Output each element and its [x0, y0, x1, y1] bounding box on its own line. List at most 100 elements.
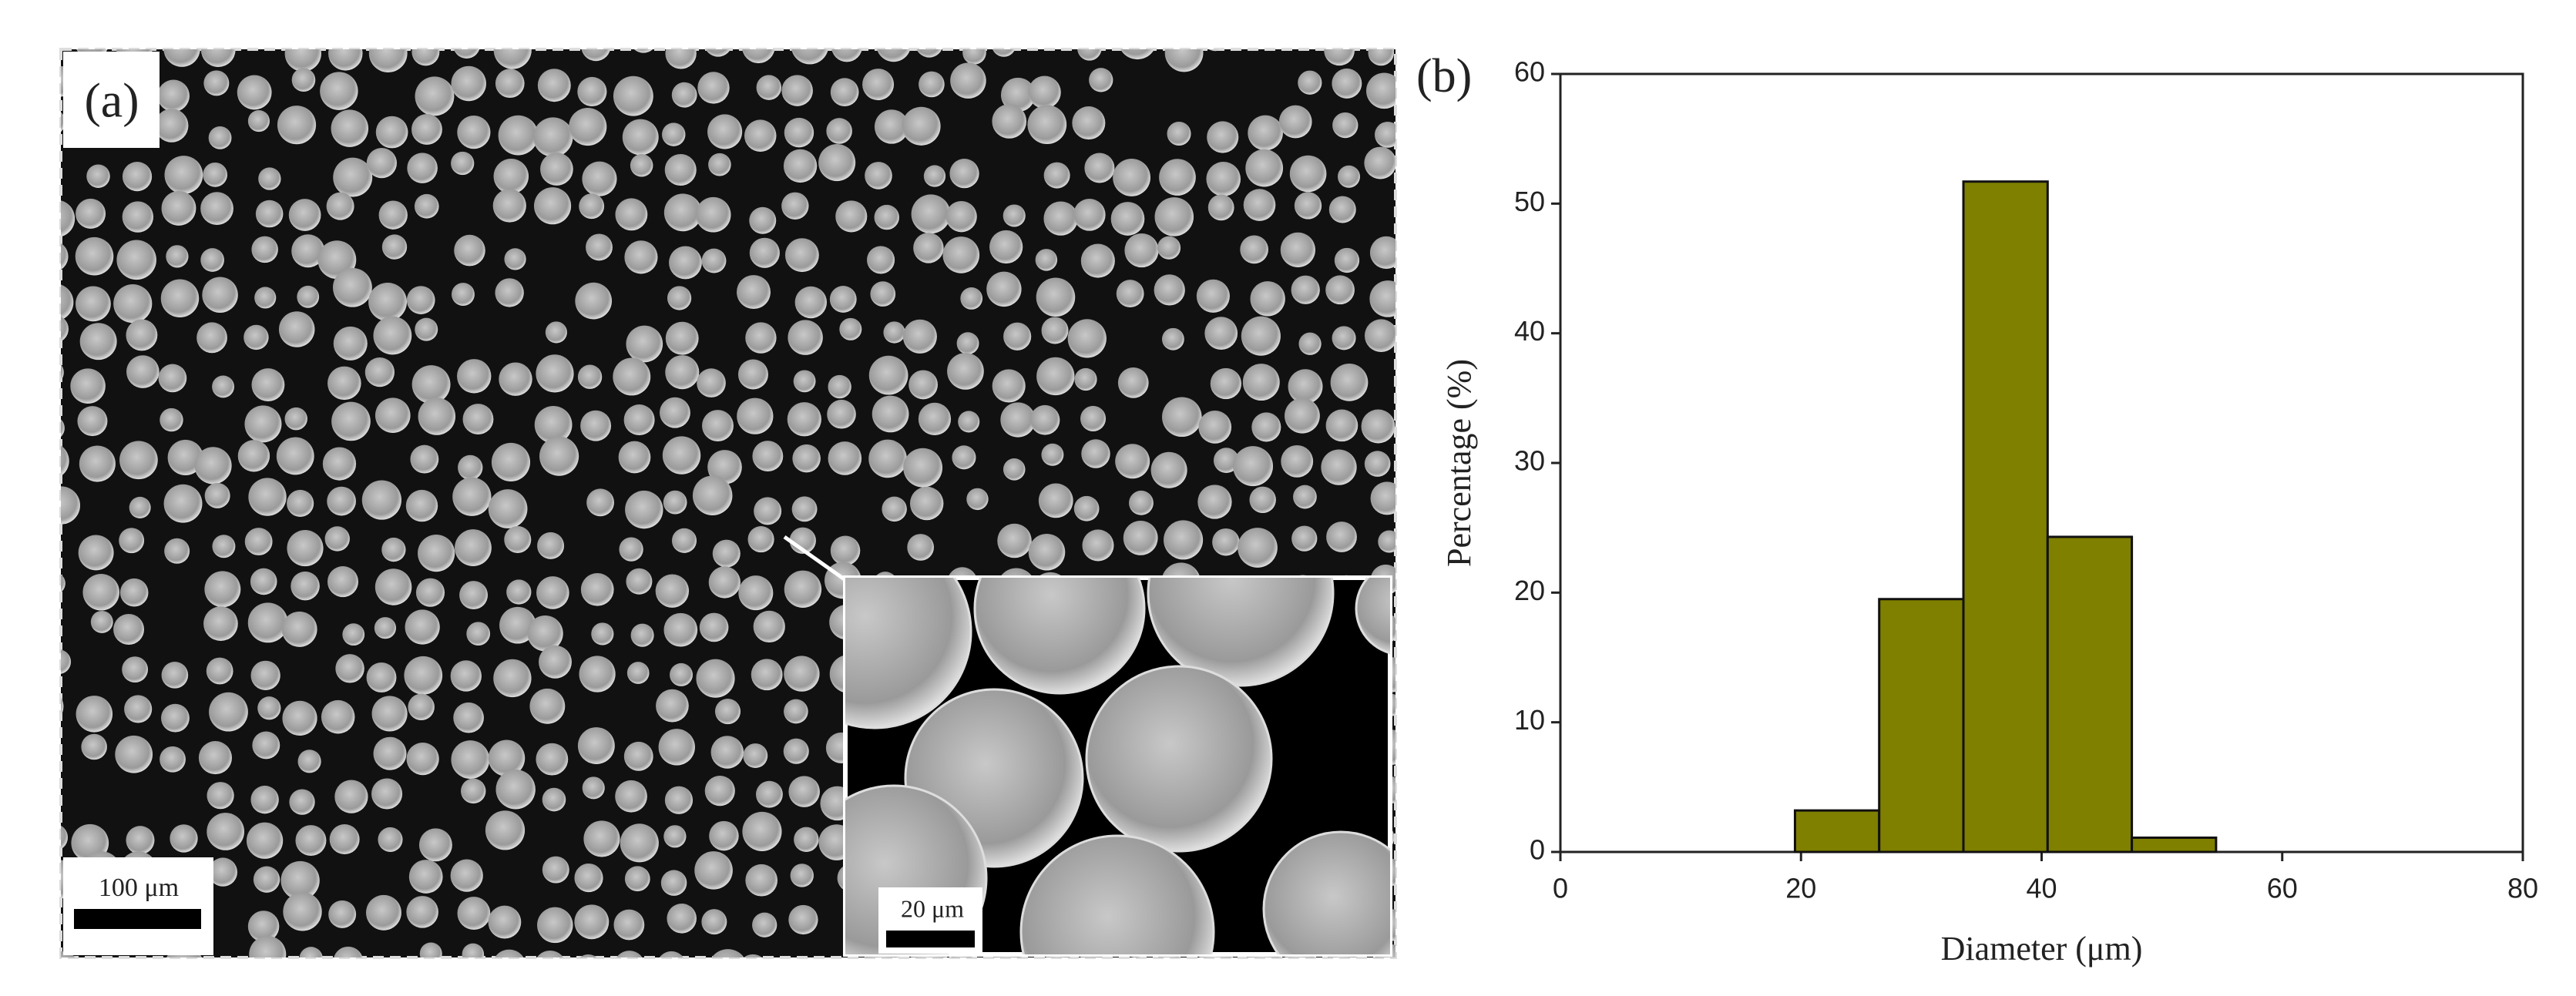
particle [258, 167, 281, 190]
particle [248, 478, 287, 516]
particle [839, 317, 862, 340]
particle [375, 116, 408, 149]
particle [381, 537, 406, 562]
particle [1019, 834, 1215, 954]
particle [329, 824, 360, 855]
particle [1289, 155, 1327, 193]
particle [712, 539, 741, 568]
particle [950, 62, 986, 99]
particle [615, 198, 648, 231]
particle [194, 447, 232, 485]
particle [671, 82, 697, 108]
particle [1080, 405, 1107, 431]
particle [61, 112, 65, 132]
particle [119, 578, 149, 607]
particle [752, 441, 784, 472]
particle [282, 700, 317, 736]
particle [626, 662, 650, 684]
particle [200, 248, 224, 272]
particle [361, 480, 401, 520]
particle [327, 486, 356, 516]
particle [1324, 49, 1355, 66]
particle [1325, 275, 1355, 305]
particle [708, 566, 741, 599]
particle [237, 75, 272, 110]
particle [661, 122, 686, 146]
particle [613, 357, 651, 396]
particle [1262, 830, 1390, 954]
particle [1154, 197, 1194, 236]
particle [207, 813, 245, 850]
particle [244, 528, 273, 555]
label-box [63, 52, 160, 148]
particle [378, 200, 408, 230]
particle [702, 410, 734, 442]
y-tick-label: 30 [1514, 445, 1545, 477]
particle [287, 489, 314, 517]
particle [962, 49, 986, 65]
particle [1041, 317, 1069, 344]
particle [1278, 105, 1312, 139]
particle [406, 742, 439, 776]
particle [527, 615, 563, 652]
particle [161, 662, 189, 689]
particle [586, 233, 613, 261]
particle [79, 445, 116, 482]
particle [916, 49, 942, 58]
particle [252, 731, 280, 760]
particle [692, 475, 733, 515]
particle [829, 286, 857, 313]
particle [625, 490, 663, 529]
particle [1081, 439, 1110, 468]
particle [414, 193, 439, 219]
particle [450, 660, 482, 692]
particle [75, 236, 114, 276]
particle [1003, 322, 1032, 350]
particle [1245, 149, 1284, 187]
particle [581, 49, 611, 62]
particle [1332, 326, 1356, 350]
particle [623, 404, 655, 436]
particle [493, 659, 532, 698]
particle [1116, 280, 1144, 307]
particle [580, 410, 612, 441]
particle [694, 851, 733, 890]
particle [406, 896, 438, 928]
particle [411, 365, 451, 404]
particle [989, 230, 1023, 264]
particle [711, 949, 744, 957]
particle [1003, 458, 1026, 481]
particle [902, 319, 937, 354]
particle [61, 625, 62, 630]
particle [243, 324, 269, 350]
particle [452, 477, 492, 516]
particle [495, 770, 536, 810]
particle [250, 568, 277, 595]
particle [504, 248, 526, 270]
particle [569, 107, 607, 146]
particle [1366, 72, 1395, 109]
particle [257, 696, 281, 720]
particle [160, 407, 183, 432]
particle [161, 190, 196, 226]
particle [333, 157, 373, 197]
particle [755, 780, 783, 808]
particle [1157, 236, 1181, 260]
particle [1364, 451, 1391, 477]
particle [1298, 70, 1322, 95]
particle [533, 187, 572, 225]
particle [249, 935, 287, 957]
particle [699, 612, 729, 642]
particle [1370, 481, 1395, 515]
particle [405, 609, 440, 645]
particle [623, 741, 653, 771]
particle [620, 823, 659, 863]
particle [1213, 448, 1239, 474]
particle [488, 739, 526, 776]
particle [157, 79, 190, 112]
particle [574, 864, 603, 893]
particle [867, 246, 895, 274]
particle [1123, 520, 1158, 555]
particle [663, 490, 687, 515]
